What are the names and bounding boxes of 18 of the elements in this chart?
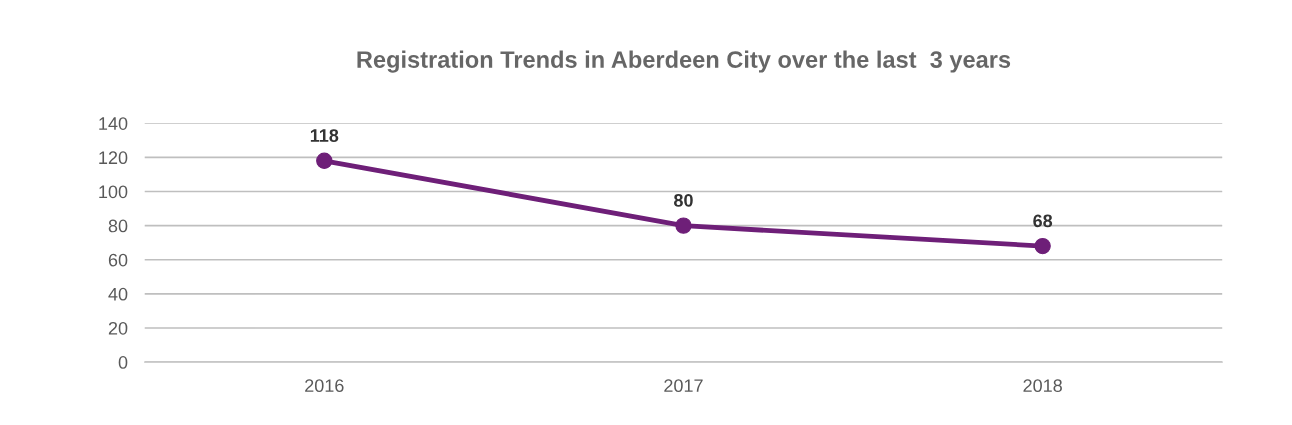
x-tick-label: 2017 bbox=[664, 379, 703, 393]
point bbox=[316, 152, 333, 169]
y-tick-label: 140 bbox=[99, 117, 128, 130]
data-label: 118 bbox=[310, 129, 339, 142]
point bbox=[1034, 237, 1051, 255]
data-label: 68 bbox=[1033, 214, 1053, 228]
y-tick-label: 120 bbox=[99, 151, 128, 165]
x-tick-label: 2016 bbox=[305, 379, 344, 393]
y-tick-label: 0 bbox=[118, 356, 128, 369]
y-tick-label: 20 bbox=[108, 321, 128, 335]
y-tick-label: 100 bbox=[99, 185, 128, 199]
point bbox=[675, 217, 692, 234]
y-tick-label: 80 bbox=[108, 219, 128, 233]
y-tick-label: 40 bbox=[108, 287, 128, 301]
chart-title: Registration Trends in Aberdeen City over the last 3 years bbox=[357, 50, 1011, 73]
x-tick-label: 2018 bbox=[1023, 379, 1062, 393]
y-tick-label: 60 bbox=[108, 253, 128, 267]
data-label: 80 bbox=[674, 193, 693, 207]
